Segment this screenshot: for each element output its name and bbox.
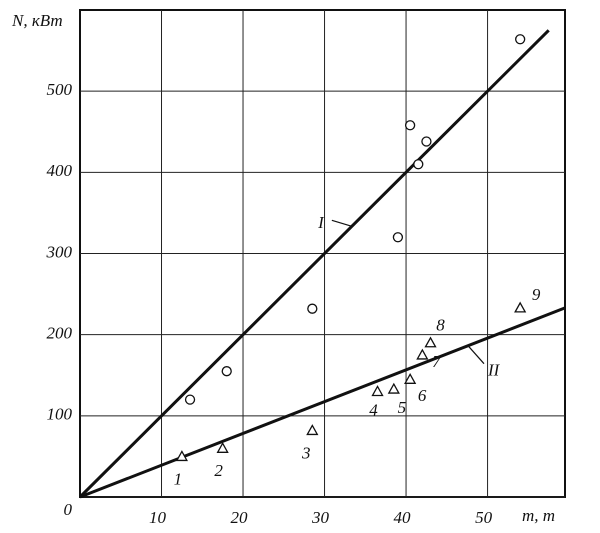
x-tick-label: 50 bbox=[475, 508, 493, 527]
y-tick-label: 100 bbox=[47, 405, 73, 424]
y-axis-label: N, кВт bbox=[11, 11, 63, 30]
x-tick-label: 30 bbox=[311, 508, 330, 527]
line-label: II bbox=[487, 361, 501, 380]
data-point bbox=[424, 336, 437, 348]
fit-line bbox=[78, 29, 550, 499]
data-point bbox=[184, 394, 196, 405]
point-label: 1 bbox=[174, 469, 183, 488]
data-point bbox=[216, 441, 229, 453]
data-point bbox=[387, 382, 400, 394]
y-tick-label: 200 bbox=[47, 324, 73, 343]
x-tick-label: 10 bbox=[149, 508, 167, 527]
point-label: 7 bbox=[432, 352, 442, 371]
y-tick-label: 300 bbox=[46, 242, 73, 261]
y-tick-label: 400 bbox=[47, 161, 73, 180]
data-point bbox=[514, 301, 527, 313]
data-point bbox=[404, 372, 417, 384]
x-axis-label: m, т bbox=[522, 506, 555, 525]
fit-line bbox=[79, 306, 566, 499]
point-label: 8 bbox=[436, 316, 445, 335]
line-label: I bbox=[317, 213, 325, 232]
leader-line bbox=[331, 219, 353, 227]
data-point bbox=[416, 348, 429, 360]
data-point bbox=[413, 159, 424, 170]
x-tick-label: 20 bbox=[231, 508, 249, 527]
data-point bbox=[306, 424, 319, 436]
y-tick-label: 500 bbox=[47, 80, 73, 99]
data-point bbox=[371, 385, 384, 397]
data-point bbox=[175, 450, 188, 462]
data-point bbox=[421, 136, 432, 147]
point-label: 3 bbox=[301, 443, 311, 462]
leader-line bbox=[467, 345, 485, 365]
point-label: 6 bbox=[418, 386, 427, 405]
data-point bbox=[392, 232, 404, 243]
point-label: 2 bbox=[214, 461, 223, 480]
y-tick-label: 0 bbox=[64, 500, 73, 519]
x-tick-label: 40 bbox=[394, 508, 412, 527]
data-point bbox=[221, 366, 232, 377]
point-label: 9 bbox=[532, 285, 541, 304]
data-point bbox=[307, 303, 318, 314]
data-point bbox=[515, 34, 526, 45]
data-point bbox=[404, 120, 416, 131]
point-label: 4 bbox=[369, 400, 378, 419]
point-label: 5 bbox=[398, 398, 407, 417]
